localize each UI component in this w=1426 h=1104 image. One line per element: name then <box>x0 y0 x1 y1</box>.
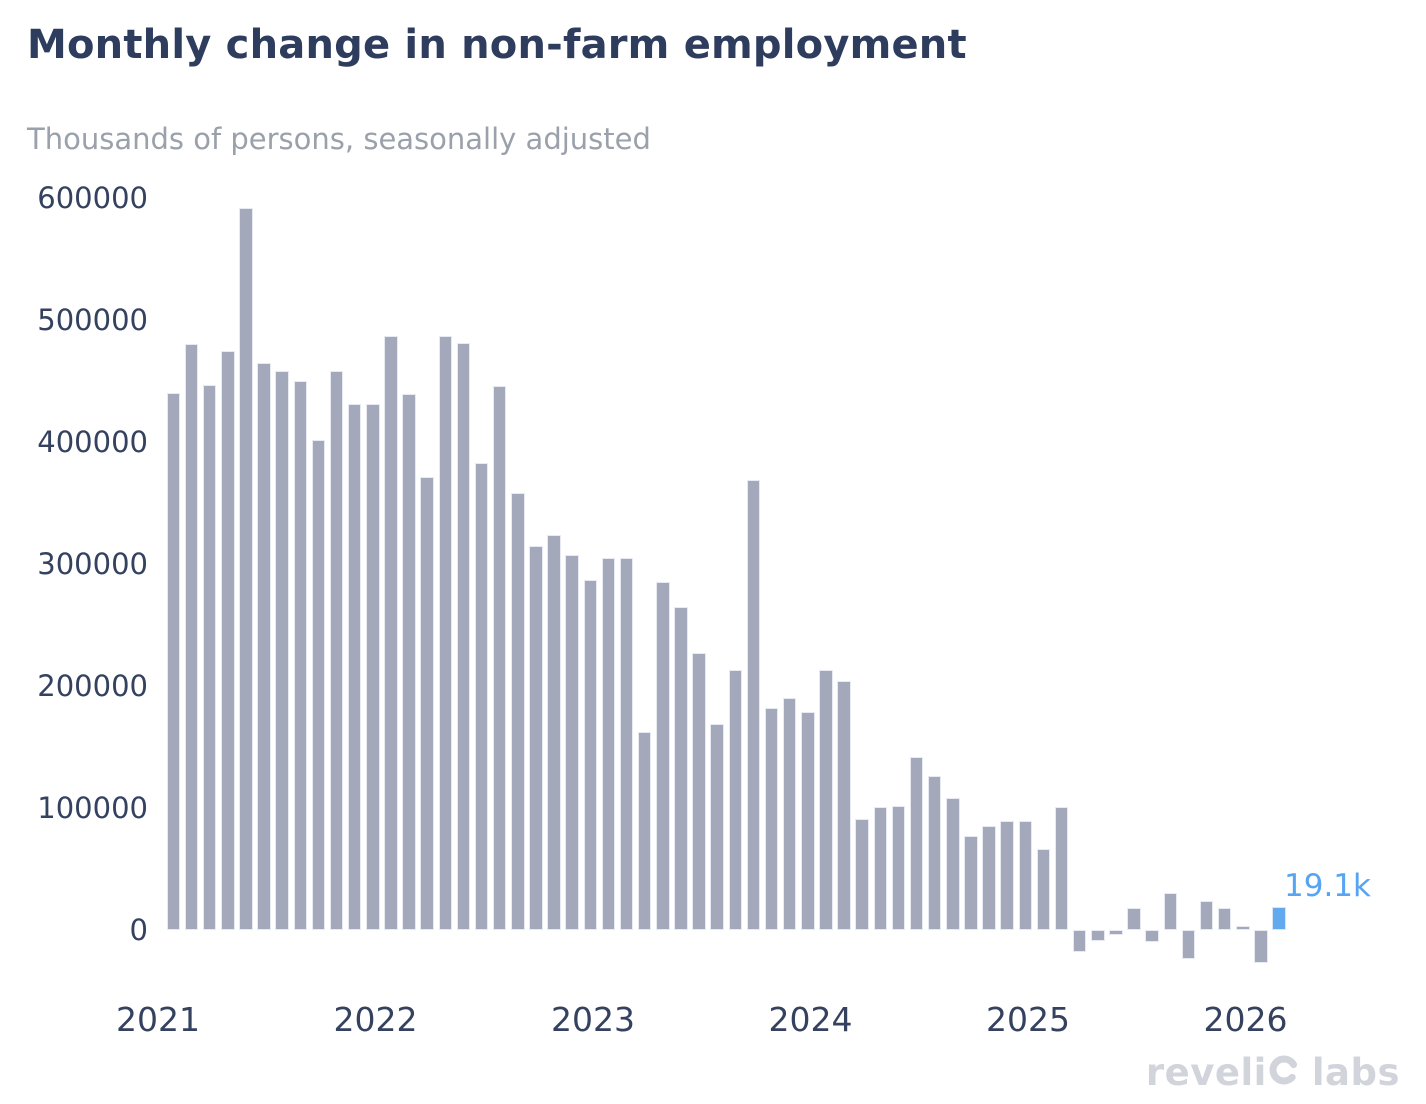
x-axis-label-2025: 2025 <box>986 1000 1070 1039</box>
revelio-labs-logo: reveli labs <box>1146 1051 1400 1094</box>
y-axis-label-500000: 500000 <box>37 303 148 337</box>
bar-2024-03 <box>855 818 869 930</box>
y-axis-label-100000: 100000 <box>37 791 148 825</box>
x-axis-label-2022: 2022 <box>333 1000 418 1039</box>
bar-2022-09 <box>529 545 543 930</box>
bar-2022-03 <box>420 477 434 930</box>
bar-2023-06 <box>692 653 706 930</box>
chart-subtitle: Thousands of persons, seasonally adjuste… <box>27 122 651 156</box>
bar-2025-10 <box>1199 900 1214 930</box>
bar-2024-11 <box>1000 821 1014 930</box>
bar-2021-02 <box>184 344 199 930</box>
chart-title: Monthly change in non-farm employment <box>27 22 967 68</box>
x-axis-label-2023: 2023 <box>551 1000 635 1039</box>
bar-2023-04 <box>656 582 670 930</box>
bar-2023-01 <box>601 557 616 930</box>
bar-2024-10 <box>982 826 996 930</box>
latest-value-label: 19.1k <box>1284 868 1371 904</box>
bar-2022-10 <box>547 534 561 930</box>
bar-2025-04 <box>1091 930 1105 941</box>
bar-2023-07 <box>710 723 724 930</box>
bar-2022-07 <box>492 385 507 930</box>
bar-2025-01 <box>1036 849 1051 930</box>
bar-2024-01 <box>819 670 833 930</box>
bar-2022-12 <box>583 579 598 930</box>
revelio-logo-o-icon <box>1267 1053 1301 1096</box>
bar-2021-11 <box>347 404 362 930</box>
bar-2021-09 <box>311 439 326 930</box>
bar-2023-08 <box>728 670 743 930</box>
bar-2024-12 <box>1018 821 1033 930</box>
bar-2022-05 <box>456 343 471 930</box>
bar-2021-04 <box>221 350 235 930</box>
bar-2022-11 <box>565 555 579 930</box>
bar-2025-06 <box>1127 908 1141 930</box>
bar-2021-12 <box>366 404 380 930</box>
bar-2021-10 <box>329 371 344 930</box>
bar-2024-08 <box>946 798 960 930</box>
bar-2024-05 <box>891 805 906 930</box>
bar-2025-11 <box>1217 908 1232 930</box>
bar-2021-05 <box>239 207 253 930</box>
bar-2021-06 <box>257 362 271 930</box>
bar-2021-01 <box>166 393 181 930</box>
y-axis-label-600000: 600000 <box>37 181 148 215</box>
watermark-prefix: reveli <box>1145 1051 1267 1094</box>
bar-2023-03 <box>637 732 652 930</box>
y-axis-label-0: 0 <box>129 913 148 947</box>
bar-2023-10 <box>764 707 779 930</box>
bar-2022-04 <box>438 335 453 930</box>
bar-2021-07 <box>275 371 289 930</box>
bar-2025-02 <box>1054 806 1069 930</box>
bar-2025-05 <box>1109 930 1123 935</box>
bar-2026-02 <box>1272 906 1286 930</box>
y-axis-label-400000: 400000 <box>37 425 148 459</box>
watermark-suffix: labs <box>1311 1051 1400 1094</box>
bar-2024-06 <box>909 756 924 930</box>
bar-2025-12 <box>1236 926 1250 930</box>
bar-2023-12 <box>801 711 815 930</box>
bar-2024-07 <box>927 776 942 930</box>
bar-2021-03 <box>202 384 217 930</box>
bar-2021-08 <box>293 381 308 930</box>
bar-2022-06 <box>474 462 489 930</box>
x-axis-label-2021: 2021 <box>116 1000 200 1039</box>
bar-2023-02 <box>619 557 634 930</box>
bar-2025-07 <box>1145 930 1159 943</box>
bar-2022-01 <box>384 335 398 930</box>
y-axis-label-300000: 300000 <box>37 547 148 581</box>
bar-2026-01 <box>1254 930 1268 963</box>
bar-2024-04 <box>873 806 888 930</box>
bar-2025-03 <box>1072 930 1087 952</box>
bar-2022-02 <box>402 394 416 930</box>
bar-2022-08 <box>511 493 525 930</box>
bar-2024-09 <box>964 836 978 930</box>
bar-2025-09 <box>1181 930 1196 960</box>
x-axis-label-2026: 2026 <box>1203 1000 1288 1039</box>
y-axis-label-200000: 200000 <box>37 669 148 703</box>
bar-2024-02 <box>837 681 851 930</box>
bar-2023-09 <box>746 479 761 930</box>
bar-2025-08 <box>1163 893 1177 930</box>
bar-2023-05 <box>674 606 688 930</box>
bar-2023-11 <box>782 698 797 930</box>
x-axis-label-2024: 2024 <box>768 1000 853 1039</box>
